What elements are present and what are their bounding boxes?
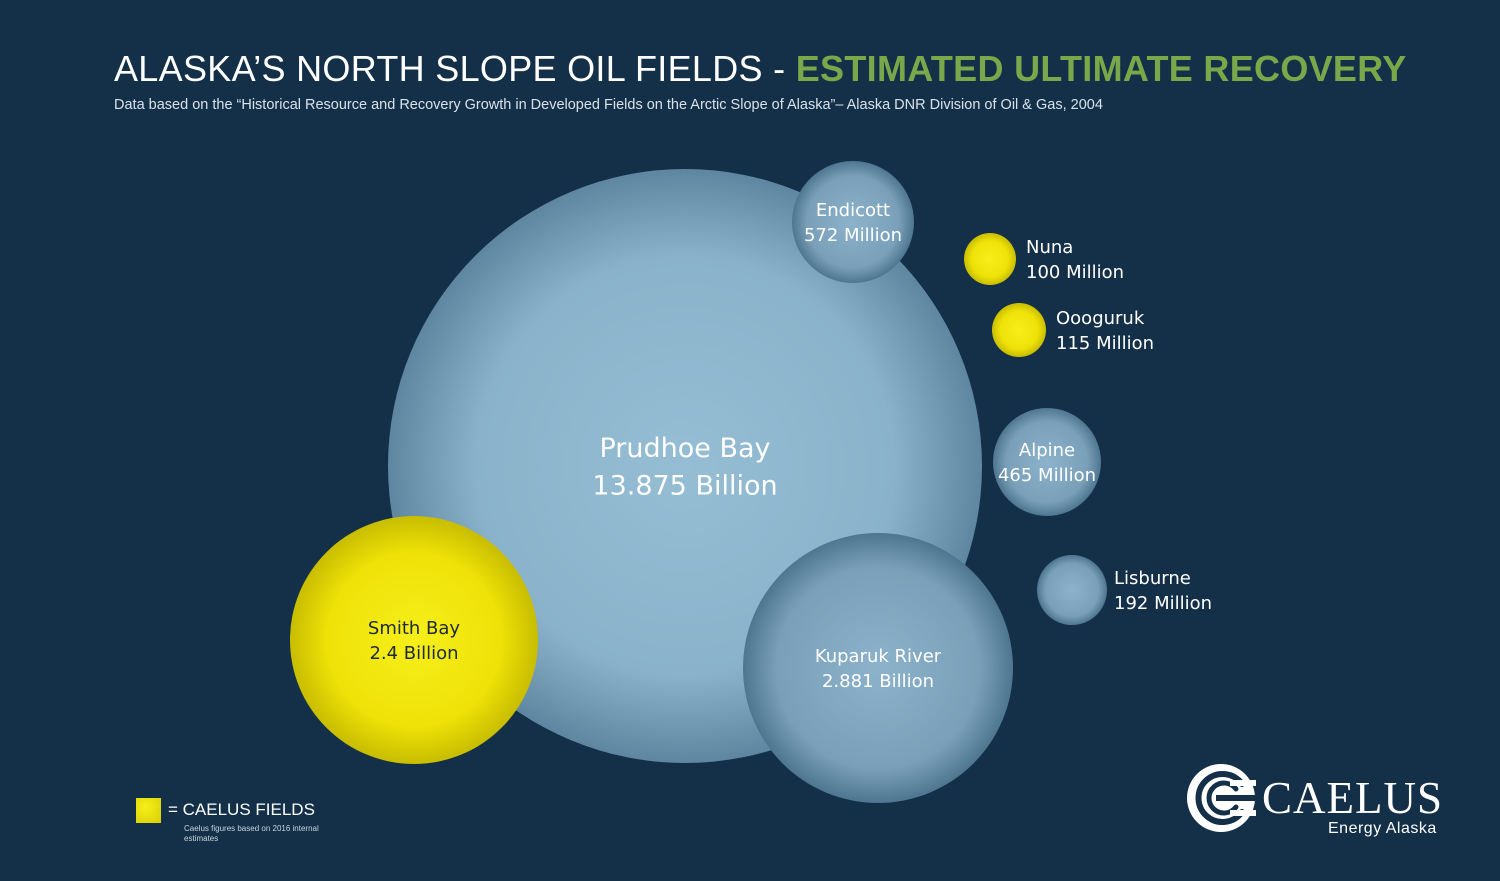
bubble-alpine bbox=[993, 408, 1101, 516]
bubble-smith-bay bbox=[290, 516, 538, 764]
bubble-kuparuk-river bbox=[743, 533, 1013, 803]
bubble-value-nuna: 100 Million bbox=[1026, 262, 1124, 283]
bubble-endicott bbox=[792, 161, 914, 283]
bubble-value-prudhoe-bay: 13.875 Billion bbox=[592, 470, 777, 501]
bubble-name-kuparuk-river: Kuparuk River bbox=[815, 646, 942, 667]
bubble-lisburne bbox=[1037, 555, 1107, 625]
title-accent: ESTIMATED ULTIMATE RECOVERY bbox=[795, 48, 1407, 89]
bubble-name-nuna: Nuna bbox=[1026, 237, 1073, 258]
logo-tagline: Energy Alaska bbox=[1328, 820, 1437, 837]
legend-swatch-caelus bbox=[136, 798, 161, 823]
bubble-value-smith-bay: 2.4 Billion bbox=[369, 643, 458, 664]
bubble-name-smith-bay: Smith Bay bbox=[368, 618, 461, 639]
bubble-name-lisburne: Lisburne bbox=[1114, 568, 1191, 589]
bubble-oooguruk bbox=[992, 303, 1046, 357]
bubble-name-endicott: Endicott bbox=[816, 200, 890, 221]
bubble-name-oooguruk: Oooguruk bbox=[1056, 308, 1145, 329]
bubble-value-lisburne: 192 Million bbox=[1114, 593, 1212, 614]
caelus-logo-icon bbox=[1187, 764, 1256, 832]
caelus-logo: CAELUS Energy Alaska bbox=[1186, 762, 1456, 842]
bubble-value-kuparuk-river: 2.881 Billion bbox=[822, 671, 934, 692]
title-main: ALASKA’S NORTH SLOPE OIL FIELDS - bbox=[114, 48, 796, 89]
bubble-value-alpine: 465 Million bbox=[998, 465, 1096, 486]
bubble-value-oooguruk: 115 Million bbox=[1056, 333, 1154, 354]
bubble-name-prudhoe-bay: Prudhoe Bay bbox=[599, 433, 770, 464]
legend-label: = CAELUS FIELDS bbox=[168, 800, 315, 819]
logo-wordmark: CAELUS bbox=[1262, 773, 1444, 823]
bubble-value-endicott: 572 Million bbox=[804, 225, 902, 246]
chart-title: ALASKA’S NORTH SLOPE OIL FIELDS - ESTIMA… bbox=[114, 48, 1407, 90]
legend-note: Caelus figures based on 2016 internal es… bbox=[184, 824, 319, 843]
bubble-nuna bbox=[964, 233, 1016, 285]
bubble-name-alpine: Alpine bbox=[1019, 440, 1075, 461]
chart-subtitle: Data based on the “Historical Resource a… bbox=[114, 97, 1103, 113]
